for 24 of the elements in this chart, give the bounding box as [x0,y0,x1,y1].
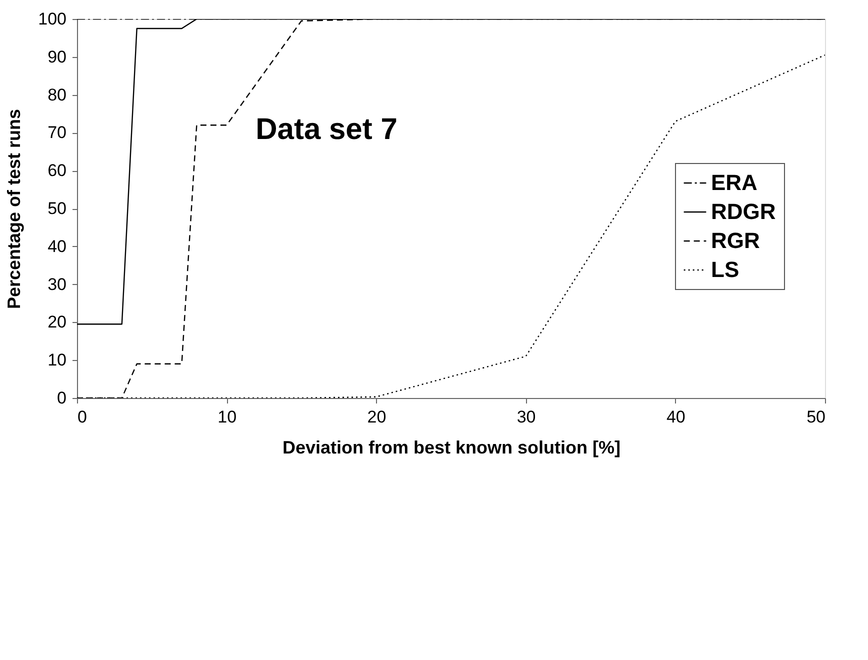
x-tick-label: 0 [78,408,87,426]
legend-label: RGR [711,228,760,254]
y-tick-label: 80 [48,85,66,104]
y-tick-label: 100 [38,10,66,28]
y-tick-label: 50 [48,199,66,218]
x-tick-label: 30 [516,408,536,426]
x-tick-label: 10 [218,408,237,426]
y-tick-label: 0 [57,388,66,408]
y-tick-label: 70 [48,123,66,142]
y-tick-label: 60 [48,161,66,180]
legend-label: ERA [711,170,758,196]
x-tick-label: 20 [367,408,386,426]
y-tick-label: 10 [48,350,66,370]
y-tick-label: 40 [48,236,66,256]
y-tick-label: 90 [48,47,66,66]
y-tick-label: 20 [48,312,66,332]
x-tick-label: 40 [666,408,686,426]
x-tick-label: 50 [806,408,826,426]
y-tick-label: 30 [48,274,66,294]
legend-label: RDGR [711,199,776,224]
text: Data set 7 [256,113,398,146]
y-axis-title: Percentage of test runs [4,108,24,310]
legend-label: LS [711,257,740,282]
x-axis-title: Deviation from best known solution [%] [282,438,621,458]
